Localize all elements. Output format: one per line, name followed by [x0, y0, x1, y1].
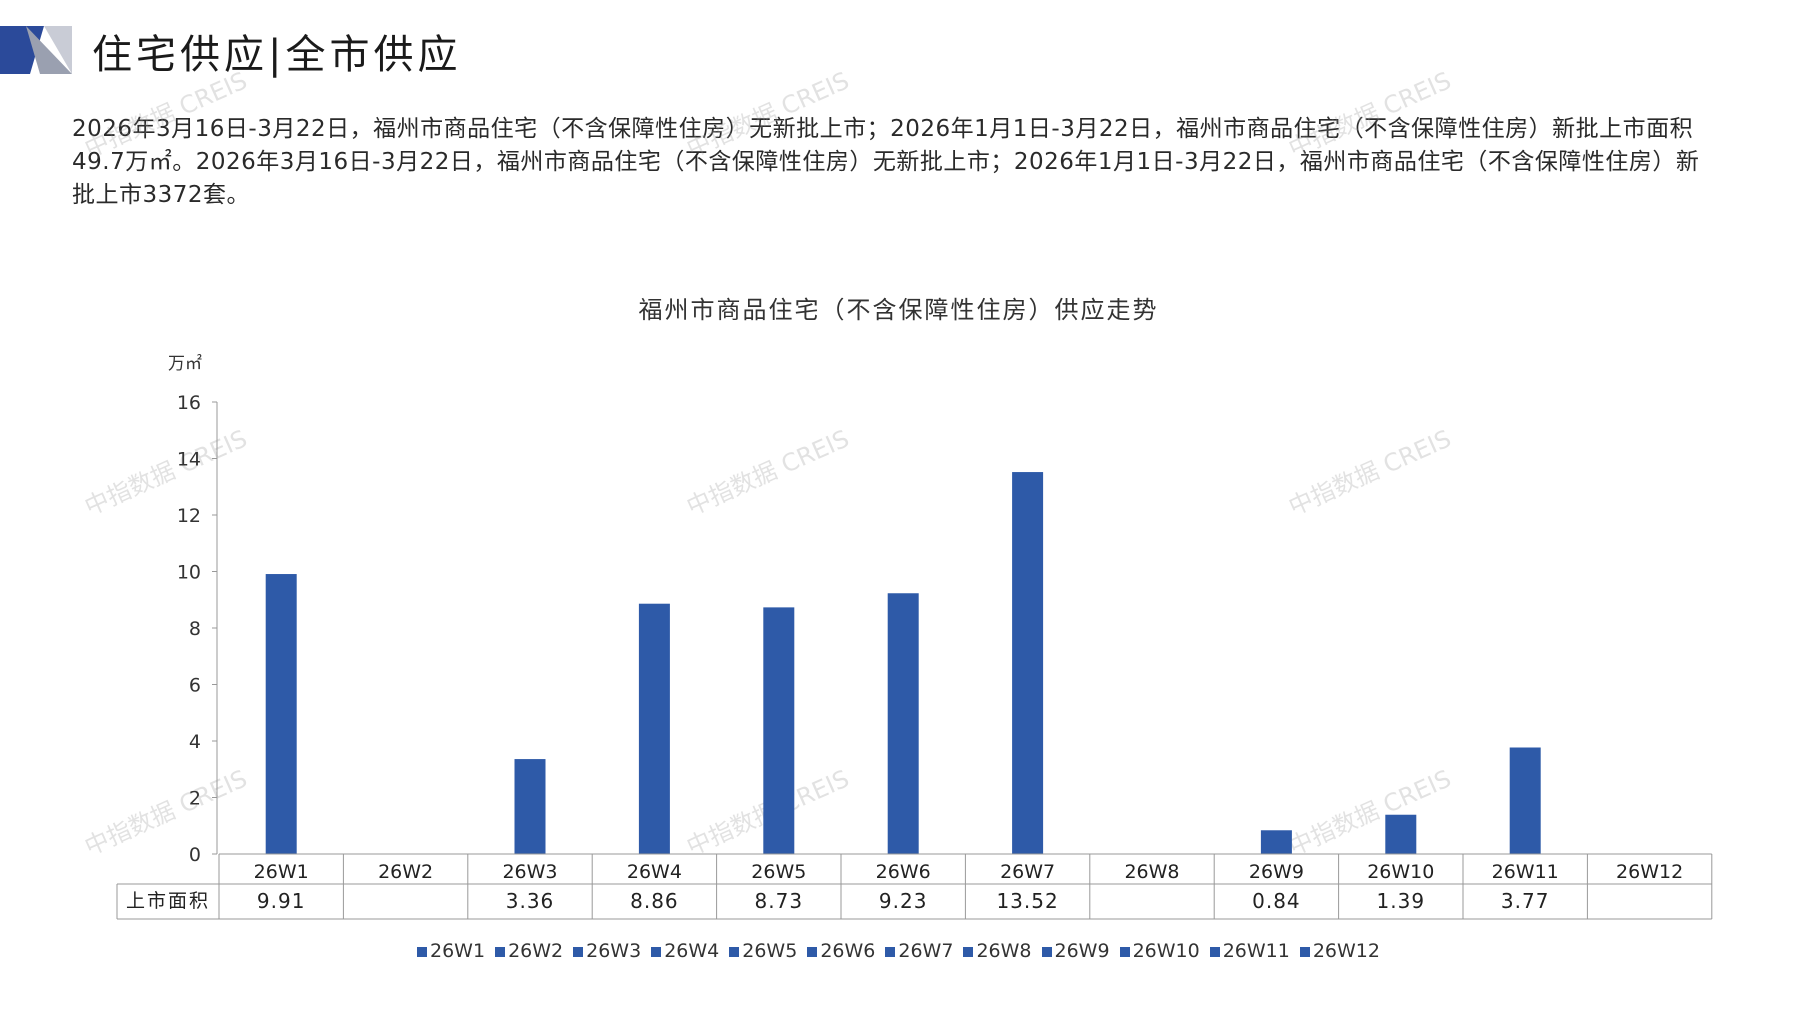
legend-item: 26W5 [729, 940, 797, 962]
bar [887, 593, 919, 854]
chart-legend: 26W1 26W2 26W3 26W4 26W5 26W6 26W7 26W8 26W9 26W1… [0, 940, 1797, 962]
y-tick-label: 2 [189, 788, 201, 810]
x-category-label: 26W8 [1124, 861, 1179, 883]
x-category-label: 26W5 [751, 861, 806, 883]
legend-item: 26W8 [963, 940, 1032, 962]
legend-item: 26W9 [1041, 940, 1110, 962]
bar [1509, 747, 1541, 854]
bar [1385, 814, 1417, 854]
x-category-label: 26W4 [627, 861, 682, 883]
legend-swatch [1209, 946, 1220, 957]
legend-item: 26W3 [573, 940, 641, 962]
data-label: 0.84 [1252, 889, 1301, 913]
legend-item: 26W2 [495, 940, 563, 962]
summary-text: 2026年3月16日-3月22日，福州市商品住宅（不含保障性住房）无新批上市；2… [72, 116, 1700, 208]
legend-label: 26W7 [898, 940, 954, 962]
bar [763, 607, 795, 854]
y-axis-label: 万㎡ [168, 354, 202, 374]
page-header: 住宅供应|全市供应 [0, 18, 900, 78]
bar [638, 603, 670, 854]
y-tick-label: 16 [177, 392, 201, 414]
page-title: 住宅供应|全市供应 [92, 32, 462, 78]
x-category-label: 26W9 [1249, 861, 1304, 883]
table-series-label: 上市面积 [126, 890, 210, 912]
legend-label: 26W4 [664, 940, 720, 962]
legend-label: 26W6 [820, 940, 876, 962]
data-label: 9.23 [879, 889, 928, 913]
x-category-label: 26W11 [1492, 861, 1559, 883]
data-label: 3.36 [506, 889, 555, 913]
data-label: 8.73 [755, 889, 804, 913]
legend-label: 26W5 [742, 940, 798, 962]
bar [1012, 472, 1044, 854]
x-category-label: 26W7 [1000, 861, 1055, 883]
bar [514, 759, 546, 854]
x-category-label: 26W6 [876, 861, 931, 883]
legend-label: 26W1 [430, 940, 486, 962]
data-label: 1.39 [1377, 889, 1426, 913]
y-tick-label: 4 [189, 731, 201, 753]
legend-swatch [729, 946, 740, 957]
legend-item: 26W1 [417, 940, 485, 962]
legend-label: 26W9 [1054, 940, 1110, 962]
legend-swatch [495, 946, 506, 957]
legend-swatch [1041, 946, 1052, 957]
legend-swatch [1299, 946, 1310, 957]
y-tick-label: 8 [189, 618, 201, 640]
legend-swatch [651, 946, 662, 957]
x-category-label: 26W2 [378, 861, 433, 883]
y-tick-label: 0 [189, 844, 201, 866]
legend-item: 26W10 [1119, 940, 1200, 962]
y-tick-label: 12 [177, 505, 201, 527]
x-category-label: 26W3 [502, 861, 557, 883]
y-tick-label: 14 [177, 449, 201, 471]
bar [265, 574, 297, 854]
legend-label: 26W12 [1312, 940, 1380, 962]
legend-label: 26W3 [586, 940, 642, 962]
legend-label: 26W8 [976, 940, 1032, 962]
legend-item: 26W11 [1209, 940, 1290, 962]
header-logo-icon [0, 26, 72, 74]
legend-item: 26W12 [1299, 940, 1380, 962]
x-category-label: 26W1 [254, 861, 309, 883]
legend-label: 26W11 [1222, 940, 1290, 962]
y-tick-label: 10 [177, 562, 201, 584]
y-tick-label: 6 [189, 675, 201, 697]
legend-swatch [807, 946, 818, 957]
x-category-label: 26W10 [1367, 861, 1434, 883]
legend-label: 26W10 [1132, 940, 1200, 962]
data-label: 13.52 [996, 889, 1058, 913]
chart-title: 福州市商品住宅（不含保障性住房）供应走势 [638, 296, 1159, 324]
legend-label: 26W2 [508, 940, 564, 962]
legend-swatch [573, 946, 584, 957]
legend-swatch [885, 946, 896, 957]
legend-swatch [1119, 946, 1130, 957]
data-label: 9.91 [257, 889, 306, 913]
legend-item: 26W4 [651, 940, 719, 962]
legend-swatch [417, 946, 427, 957]
legend-item: 26W7 [885, 940, 953, 962]
data-label: 3.77 [1501, 889, 1550, 913]
bar [1260, 830, 1292, 854]
legend-item: 26W6 [807, 940, 875, 962]
legend-swatch [963, 946, 974, 957]
x-category-label: 26W12 [1616, 861, 1683, 883]
data-label: 8.86 [630, 889, 679, 913]
